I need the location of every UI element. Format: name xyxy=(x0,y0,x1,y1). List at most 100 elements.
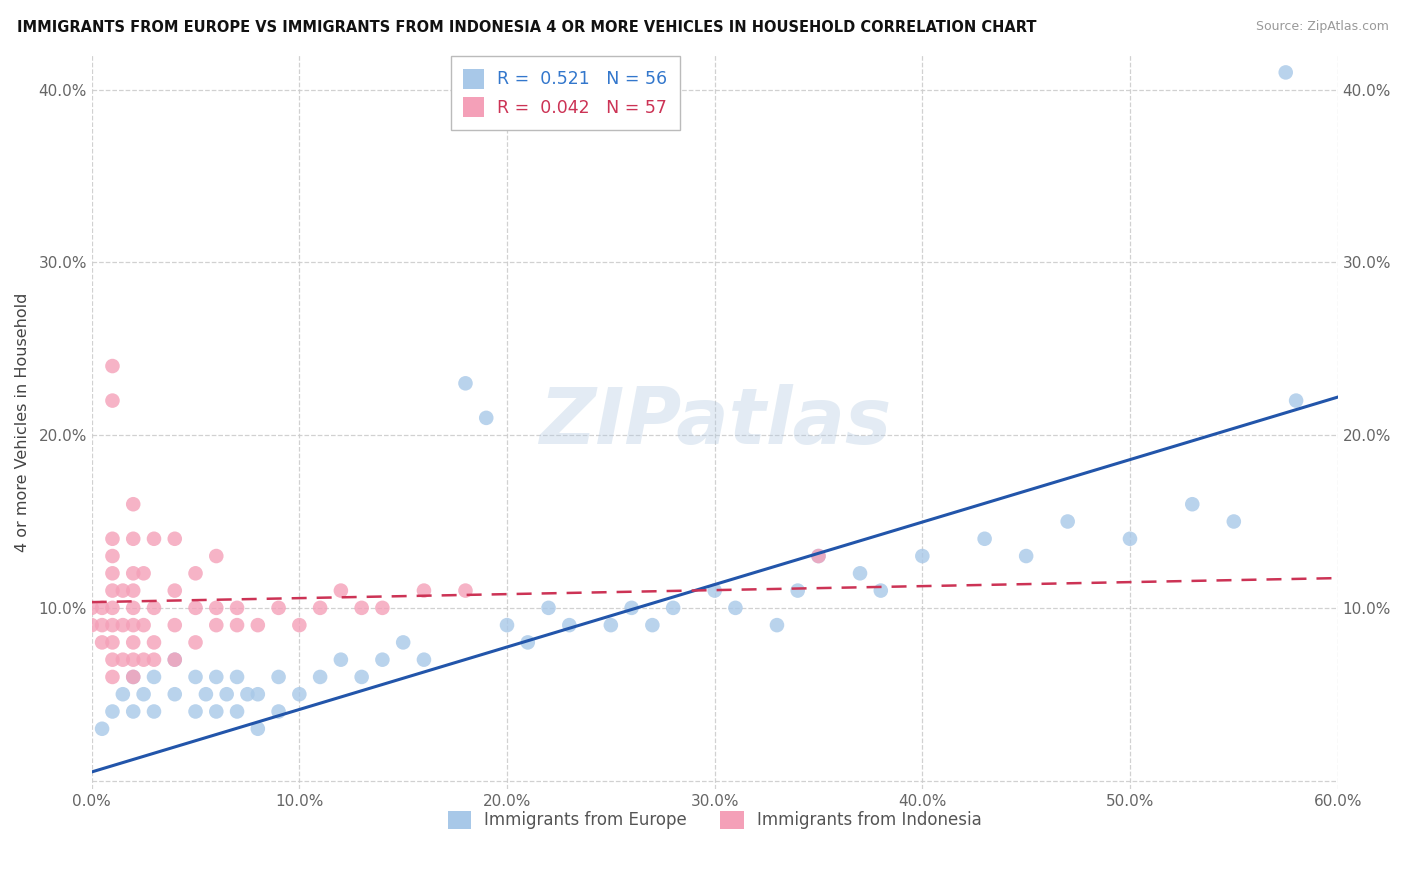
Text: ZIPatlas: ZIPatlas xyxy=(538,384,891,460)
Point xyxy=(184,635,207,649)
Point xyxy=(163,653,186,667)
Point xyxy=(111,653,134,667)
Point xyxy=(184,566,207,581)
Point xyxy=(122,670,145,684)
Point xyxy=(132,653,155,667)
Point xyxy=(184,705,207,719)
Point xyxy=(267,600,290,615)
Point xyxy=(350,670,373,684)
Point xyxy=(869,583,891,598)
Point xyxy=(205,705,228,719)
Point xyxy=(101,359,124,373)
Point xyxy=(620,600,643,615)
Point xyxy=(973,532,995,546)
Point xyxy=(1181,497,1204,511)
Point xyxy=(1015,549,1038,563)
Point xyxy=(122,600,145,615)
Point xyxy=(143,532,166,546)
Point xyxy=(101,532,124,546)
Point xyxy=(267,670,290,684)
Point xyxy=(329,653,352,667)
Point xyxy=(724,600,747,615)
Point xyxy=(475,410,498,425)
Point xyxy=(143,705,166,719)
Point xyxy=(558,618,581,632)
Point xyxy=(226,705,249,719)
Point xyxy=(122,670,145,684)
Point xyxy=(205,600,228,615)
Point xyxy=(91,722,114,736)
Point xyxy=(91,618,114,632)
Point xyxy=(1285,393,1308,408)
Point xyxy=(226,618,249,632)
Point xyxy=(226,600,249,615)
Point xyxy=(703,583,725,598)
Point xyxy=(329,583,352,598)
Point xyxy=(101,635,124,649)
Point xyxy=(1056,515,1078,529)
Point xyxy=(101,670,124,684)
Point xyxy=(205,618,228,632)
Point xyxy=(122,532,145,546)
Point xyxy=(122,566,145,581)
Point xyxy=(246,618,269,632)
Point xyxy=(163,687,186,701)
Point xyxy=(132,566,155,581)
Point xyxy=(184,600,207,615)
Legend: Immigrants from Europe, Immigrants from Indonesia: Immigrants from Europe, Immigrants from … xyxy=(441,804,988,836)
Point xyxy=(101,583,124,598)
Point xyxy=(371,600,394,615)
Point xyxy=(215,687,238,701)
Point xyxy=(1119,532,1142,546)
Point xyxy=(111,687,134,701)
Point xyxy=(371,653,394,667)
Point xyxy=(413,583,436,598)
Point xyxy=(122,583,145,598)
Point xyxy=(122,635,145,649)
Point xyxy=(454,376,477,391)
Point xyxy=(454,583,477,598)
Point xyxy=(111,618,134,632)
Point xyxy=(911,549,934,563)
Point xyxy=(807,549,830,563)
Point xyxy=(80,600,103,615)
Point xyxy=(641,618,664,632)
Point xyxy=(309,670,332,684)
Point xyxy=(101,549,124,563)
Point xyxy=(1223,515,1246,529)
Text: Source: ZipAtlas.com: Source: ZipAtlas.com xyxy=(1256,20,1389,33)
Text: IMMIGRANTS FROM EUROPE VS IMMIGRANTS FROM INDONESIA 4 OR MORE VEHICLES IN HOUSEH: IMMIGRANTS FROM EUROPE VS IMMIGRANTS FRO… xyxy=(17,20,1036,35)
Point xyxy=(122,705,145,719)
Point xyxy=(122,618,145,632)
Point xyxy=(184,670,207,684)
Point xyxy=(516,635,538,649)
Point xyxy=(101,600,124,615)
Point xyxy=(80,618,103,632)
Point xyxy=(132,618,155,632)
Point xyxy=(111,583,134,598)
Point xyxy=(101,705,124,719)
Point xyxy=(163,583,186,598)
Point xyxy=(537,600,560,615)
Point xyxy=(849,566,872,581)
Point xyxy=(143,600,166,615)
Point xyxy=(122,497,145,511)
Point xyxy=(392,635,415,649)
Point xyxy=(246,722,269,736)
Point xyxy=(101,393,124,408)
Point xyxy=(101,653,124,667)
Point xyxy=(267,705,290,719)
Point xyxy=(163,618,186,632)
Point xyxy=(132,687,155,701)
Point xyxy=(194,687,217,701)
Point xyxy=(101,618,124,632)
Point xyxy=(163,653,186,667)
Y-axis label: 4 or more Vehicles in Household: 4 or more Vehicles in Household xyxy=(15,293,30,552)
Point xyxy=(599,618,621,632)
Point xyxy=(246,687,269,701)
Point xyxy=(662,600,685,615)
Point xyxy=(807,549,830,563)
Point xyxy=(205,670,228,684)
Point xyxy=(163,532,186,546)
Point xyxy=(350,600,373,615)
